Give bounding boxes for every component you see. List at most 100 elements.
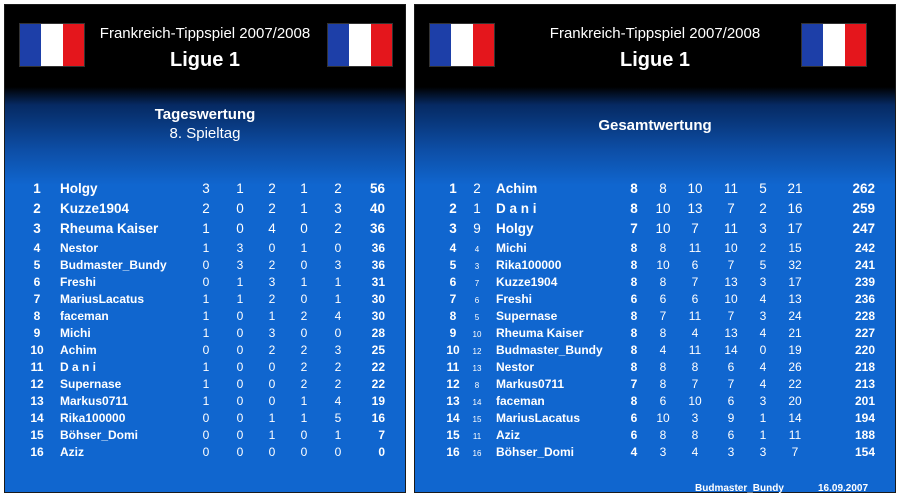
previous-rank: 14 — [472, 398, 482, 407]
total-points: 31 — [371, 275, 385, 289]
previous-rank: 6 — [474, 296, 480, 305]
category-points: 19 — [788, 343, 802, 357]
category-points: 10 — [687, 181, 703, 196]
table-row: 5 Budmaster_Bundy 0 3 2 0 3 36 — [5, 258, 405, 275]
category-points: 8 — [659, 241, 667, 255]
rank: 2 — [33, 201, 41, 216]
total-points: 22 — [371, 360, 385, 374]
total-points: 213 — [854, 377, 875, 391]
category-points: 8 — [659, 360, 667, 374]
total-points: 154 — [854, 445, 875, 459]
total-points: 16 — [371, 411, 385, 425]
matchday-count: 8 — [630, 201, 638, 216]
game-points: 0 — [236, 394, 244, 408]
category-points: 6 — [727, 428, 735, 442]
category-points: 7 — [791, 445, 799, 459]
player-name: Rheuma Kaiser — [496, 326, 584, 340]
table-row: 5 3 Rika100000 8 10 6 7 5 32 241 — [415, 258, 895, 275]
category-points: 4 — [691, 326, 699, 340]
ranking-type: Gesamtwertung — [598, 117, 712, 134]
game-points: 0 — [268, 377, 276, 391]
rank: 13 — [446, 394, 460, 408]
game-points: 1 — [202, 394, 210, 408]
total-points: 25 — [371, 343, 385, 357]
player-name: Michi — [496, 241, 527, 255]
total-points: 19 — [371, 394, 385, 408]
total-points: 40 — [369, 201, 385, 216]
previous-rank: 1 — [473, 201, 481, 216]
game-points: 1 — [334, 275, 342, 289]
player-name: Michi — [60, 326, 91, 340]
previous-rank: 5 — [474, 313, 480, 322]
category-points: 7 — [691, 275, 699, 289]
game-points: 0 — [236, 428, 244, 442]
rank: 13 — [30, 394, 44, 408]
game-points: 0 — [202, 428, 210, 442]
player-name: Rika100000 — [60, 411, 126, 425]
rank: 4 — [33, 241, 41, 255]
rank: 9 — [33, 326, 41, 340]
category-points: 3 — [691, 411, 699, 425]
category-points: 14 — [724, 343, 738, 357]
game-points: 2 — [300, 343, 308, 357]
game-points: 1 — [236, 181, 244, 196]
category-points: 13 — [687, 201, 703, 216]
rank: 15 — [446, 428, 460, 442]
total-points: 201 — [854, 394, 875, 408]
category-points: 13 — [724, 275, 738, 289]
category-points: 11 — [688, 241, 702, 255]
category-points: 6 — [727, 360, 735, 374]
player-name: D a n i — [496, 201, 537, 216]
matchday-count: 8 — [630, 241, 638, 255]
game-points: 2 — [334, 377, 342, 391]
player-name: Markus0711 — [60, 394, 129, 408]
category-points: 21 — [788, 326, 802, 340]
category-points: 10 — [655, 221, 671, 236]
game-points: 0 — [236, 309, 244, 323]
total-points: 30 — [371, 309, 385, 323]
matchday-count: 4 — [630, 445, 638, 459]
game-points: 1 — [334, 292, 342, 306]
game-points: 3 — [202, 181, 210, 196]
game-points: 0 — [300, 428, 308, 442]
game-points: 0 — [300, 445, 308, 459]
game-points: 4 — [334, 394, 342, 408]
category-points: 7 — [727, 258, 735, 272]
matchday-count: 6 — [630, 292, 638, 306]
total-points: 236 — [854, 292, 875, 306]
category-points: 3 — [759, 275, 767, 289]
total-points: 36 — [369, 221, 385, 236]
total-points: 220 — [854, 343, 875, 357]
player-name: Holgy — [60, 181, 98, 196]
category-points: 10 — [655, 201, 671, 216]
rank: 16 — [446, 445, 460, 459]
category-points: 15 — [788, 241, 802, 255]
table-row: 6 Freshi 0 1 3 1 1 31 — [5, 275, 405, 292]
category-points: 4 — [759, 292, 767, 306]
game-points: 0 — [300, 221, 308, 236]
game-points: 4 — [334, 309, 342, 323]
panel-title: Frankreich-Tippspiel 2007/2008 — [549, 25, 761, 42]
player-name: Rheuma Kaiser — [60, 221, 159, 236]
table-row: 2 1 D a n i 8 10 13 7 2 16 259 — [415, 201, 895, 221]
category-points: 5 — [759, 181, 767, 196]
category-points: 2 — [759, 241, 767, 255]
category-points: 8 — [659, 428, 667, 442]
table-row: 11 D a n i 1 0 0 2 2 22 — [5, 360, 405, 377]
rank: 11 — [30, 360, 44, 374]
league-name: Ligue 1 — [169, 49, 240, 71]
category-points: 10 — [656, 411, 670, 425]
category-points: 11 — [723, 181, 738, 196]
game-points: 0 — [236, 360, 244, 374]
game-points: 1 — [268, 411, 276, 425]
table-row: 4 Nestor 1 3 0 1 0 36 — [5, 241, 405, 258]
total-points: 30 — [371, 292, 385, 306]
category-points: 11 — [788, 428, 802, 442]
game-points: 1 — [300, 411, 308, 425]
category-points: 3 — [759, 221, 767, 236]
table-row: 11 13 Nestor 8 8 8 6 4 26 218 — [415, 360, 895, 377]
player-name: Achim — [60, 343, 97, 357]
previous-rank: 3 — [474, 262, 480, 271]
category-points: 13 — [788, 292, 802, 306]
game-points: 1 — [300, 241, 308, 255]
